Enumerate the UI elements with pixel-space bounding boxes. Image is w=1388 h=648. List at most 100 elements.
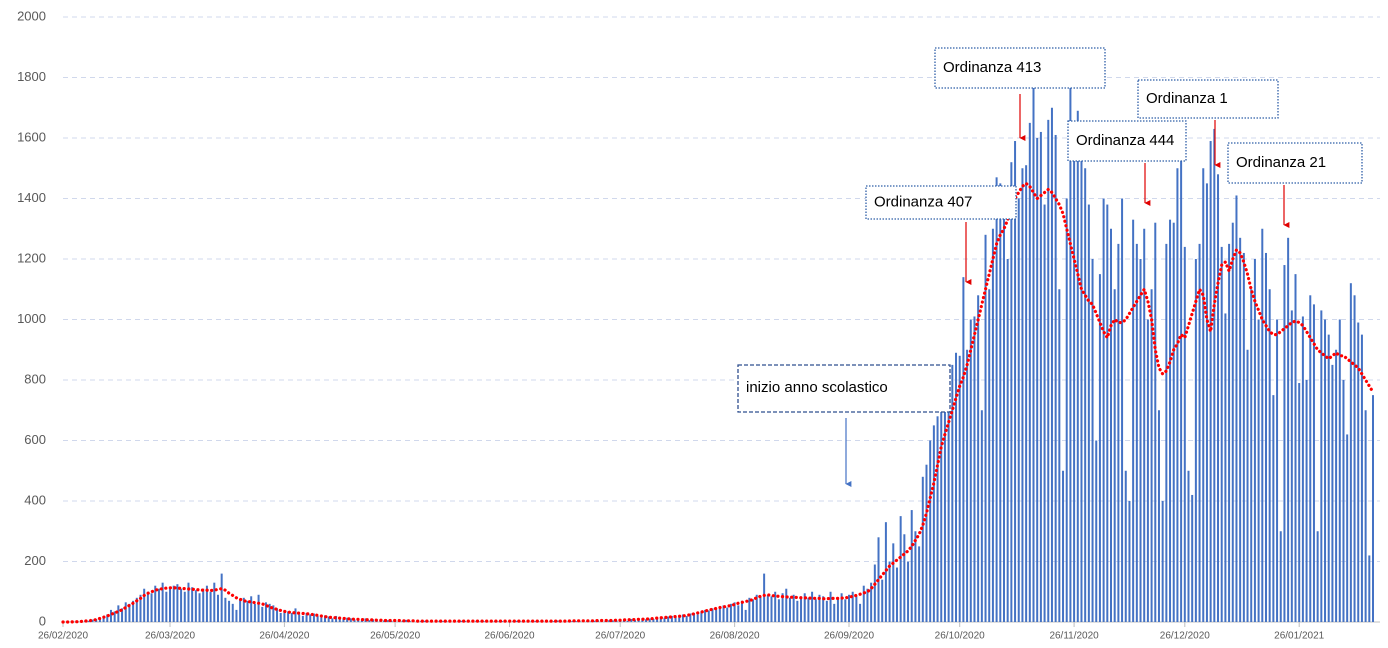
bar: [674, 617, 677, 622]
bar: [1176, 168, 1179, 622]
bar: [1283, 265, 1286, 622]
bar: [788, 597, 791, 622]
bar: [1250, 289, 1253, 622]
bar: [859, 603, 862, 622]
moving-average-line: [61, 181, 1375, 624]
bar: [955, 352, 958, 622]
bar: [405, 619, 408, 622]
bar: [943, 410, 946, 622]
bar: [301, 615, 304, 622]
bar: [198, 593, 201, 622]
x-tick-label: 26/11/2020: [1049, 631, 1099, 642]
bar: [1349, 283, 1352, 622]
bar: [287, 611, 290, 622]
bar: [940, 404, 943, 622]
bar: [980, 410, 983, 622]
bar: [268, 603, 271, 622]
bar: [777, 599, 780, 622]
bar: [139, 594, 142, 622]
bar: [1294, 274, 1297, 622]
annotation-text: Ordinanza 21: [1236, 154, 1326, 171]
bar: [1039, 131, 1042, 622]
bar: [1054, 134, 1057, 622]
bar: [331, 618, 334, 622]
x-tick-label: 26/06/2020: [484, 631, 534, 642]
bar: [814, 599, 817, 622]
bar: [1032, 62, 1035, 622]
bar: [478, 621, 481, 622]
y-tick-label: 800: [24, 371, 46, 386]
bar: [1287, 237, 1290, 622]
bar: [571, 621, 574, 622]
bar: [1076, 110, 1079, 623]
bar: [1205, 183, 1208, 622]
bar: [202, 588, 205, 622]
bar: [873, 564, 876, 622]
bar: [689, 613, 692, 622]
bar: [87, 620, 90, 622]
bar: [368, 620, 371, 622]
bar: [283, 609, 286, 622]
bar: [117, 605, 120, 622]
bar: [1209, 141, 1212, 622]
bar: [324, 615, 326, 622]
bar: [121, 608, 124, 622]
x-tick-label: 26/05/2020: [370, 631, 420, 642]
bar: [755, 594, 758, 622]
bar: [1235, 195, 1238, 622]
bar: [681, 614, 684, 622]
bar: [951, 364, 954, 622]
bar: [962, 277, 965, 622]
bar: [663, 617, 666, 622]
bar: [534, 621, 537, 622]
bar: [1065, 198, 1068, 622]
bar: [176, 584, 179, 622]
bar: [929, 440, 932, 622]
x-tick-label: 26/12/2020: [1160, 631, 1210, 642]
bar: [1117, 243, 1120, 622]
bar: [1305, 380, 1308, 622]
bar: [442, 621, 445, 622]
bar: [991, 228, 994, 622]
bar: [1312, 304, 1315, 622]
bar: [862, 585, 865, 622]
y-tick-label: 1400: [17, 190, 46, 205]
bar: [386, 620, 389, 622]
bar: [726, 607, 729, 622]
bar: [825, 600, 828, 622]
bar: [1202, 168, 1205, 622]
bar: [1324, 319, 1327, 622]
bar: [1017, 198, 1020, 622]
bar: [1279, 531, 1282, 622]
bar: [715, 609, 718, 622]
bar: [1172, 222, 1175, 622]
bar: [1372, 395, 1374, 622]
bar: [1102, 198, 1105, 622]
bar: [169, 587, 172, 622]
bar: [242, 597, 245, 622]
bar: [1346, 434, 1349, 622]
bar: [183, 591, 186, 622]
x-tick-label: 26/07/2020: [595, 631, 645, 642]
bar: [829, 591, 832, 622]
bar: [1091, 259, 1094, 622]
bar: [1261, 228, 1264, 622]
bar: [312, 613, 315, 622]
bar: [1331, 364, 1334, 622]
bar: [678, 615, 681, 622]
bar: [1154, 222, 1157, 622]
bar: [187, 582, 190, 622]
bar: [1043, 204, 1046, 623]
bar: [1194, 259, 1197, 622]
bar: [811, 591, 814, 622]
bar: [1217, 174, 1220, 623]
annotation-text: Ordinanza 407: [874, 193, 972, 210]
y-tick-label: 0: [39, 613, 46, 628]
bar: [1231, 222, 1234, 622]
bar: [1150, 289, 1153, 622]
bar: [744, 609, 747, 622]
bar: [106, 614, 109, 622]
bar: [1357, 322, 1360, 622]
bar: [966, 349, 969, 622]
x-tick-label: 26/02/2020: [38, 631, 88, 642]
